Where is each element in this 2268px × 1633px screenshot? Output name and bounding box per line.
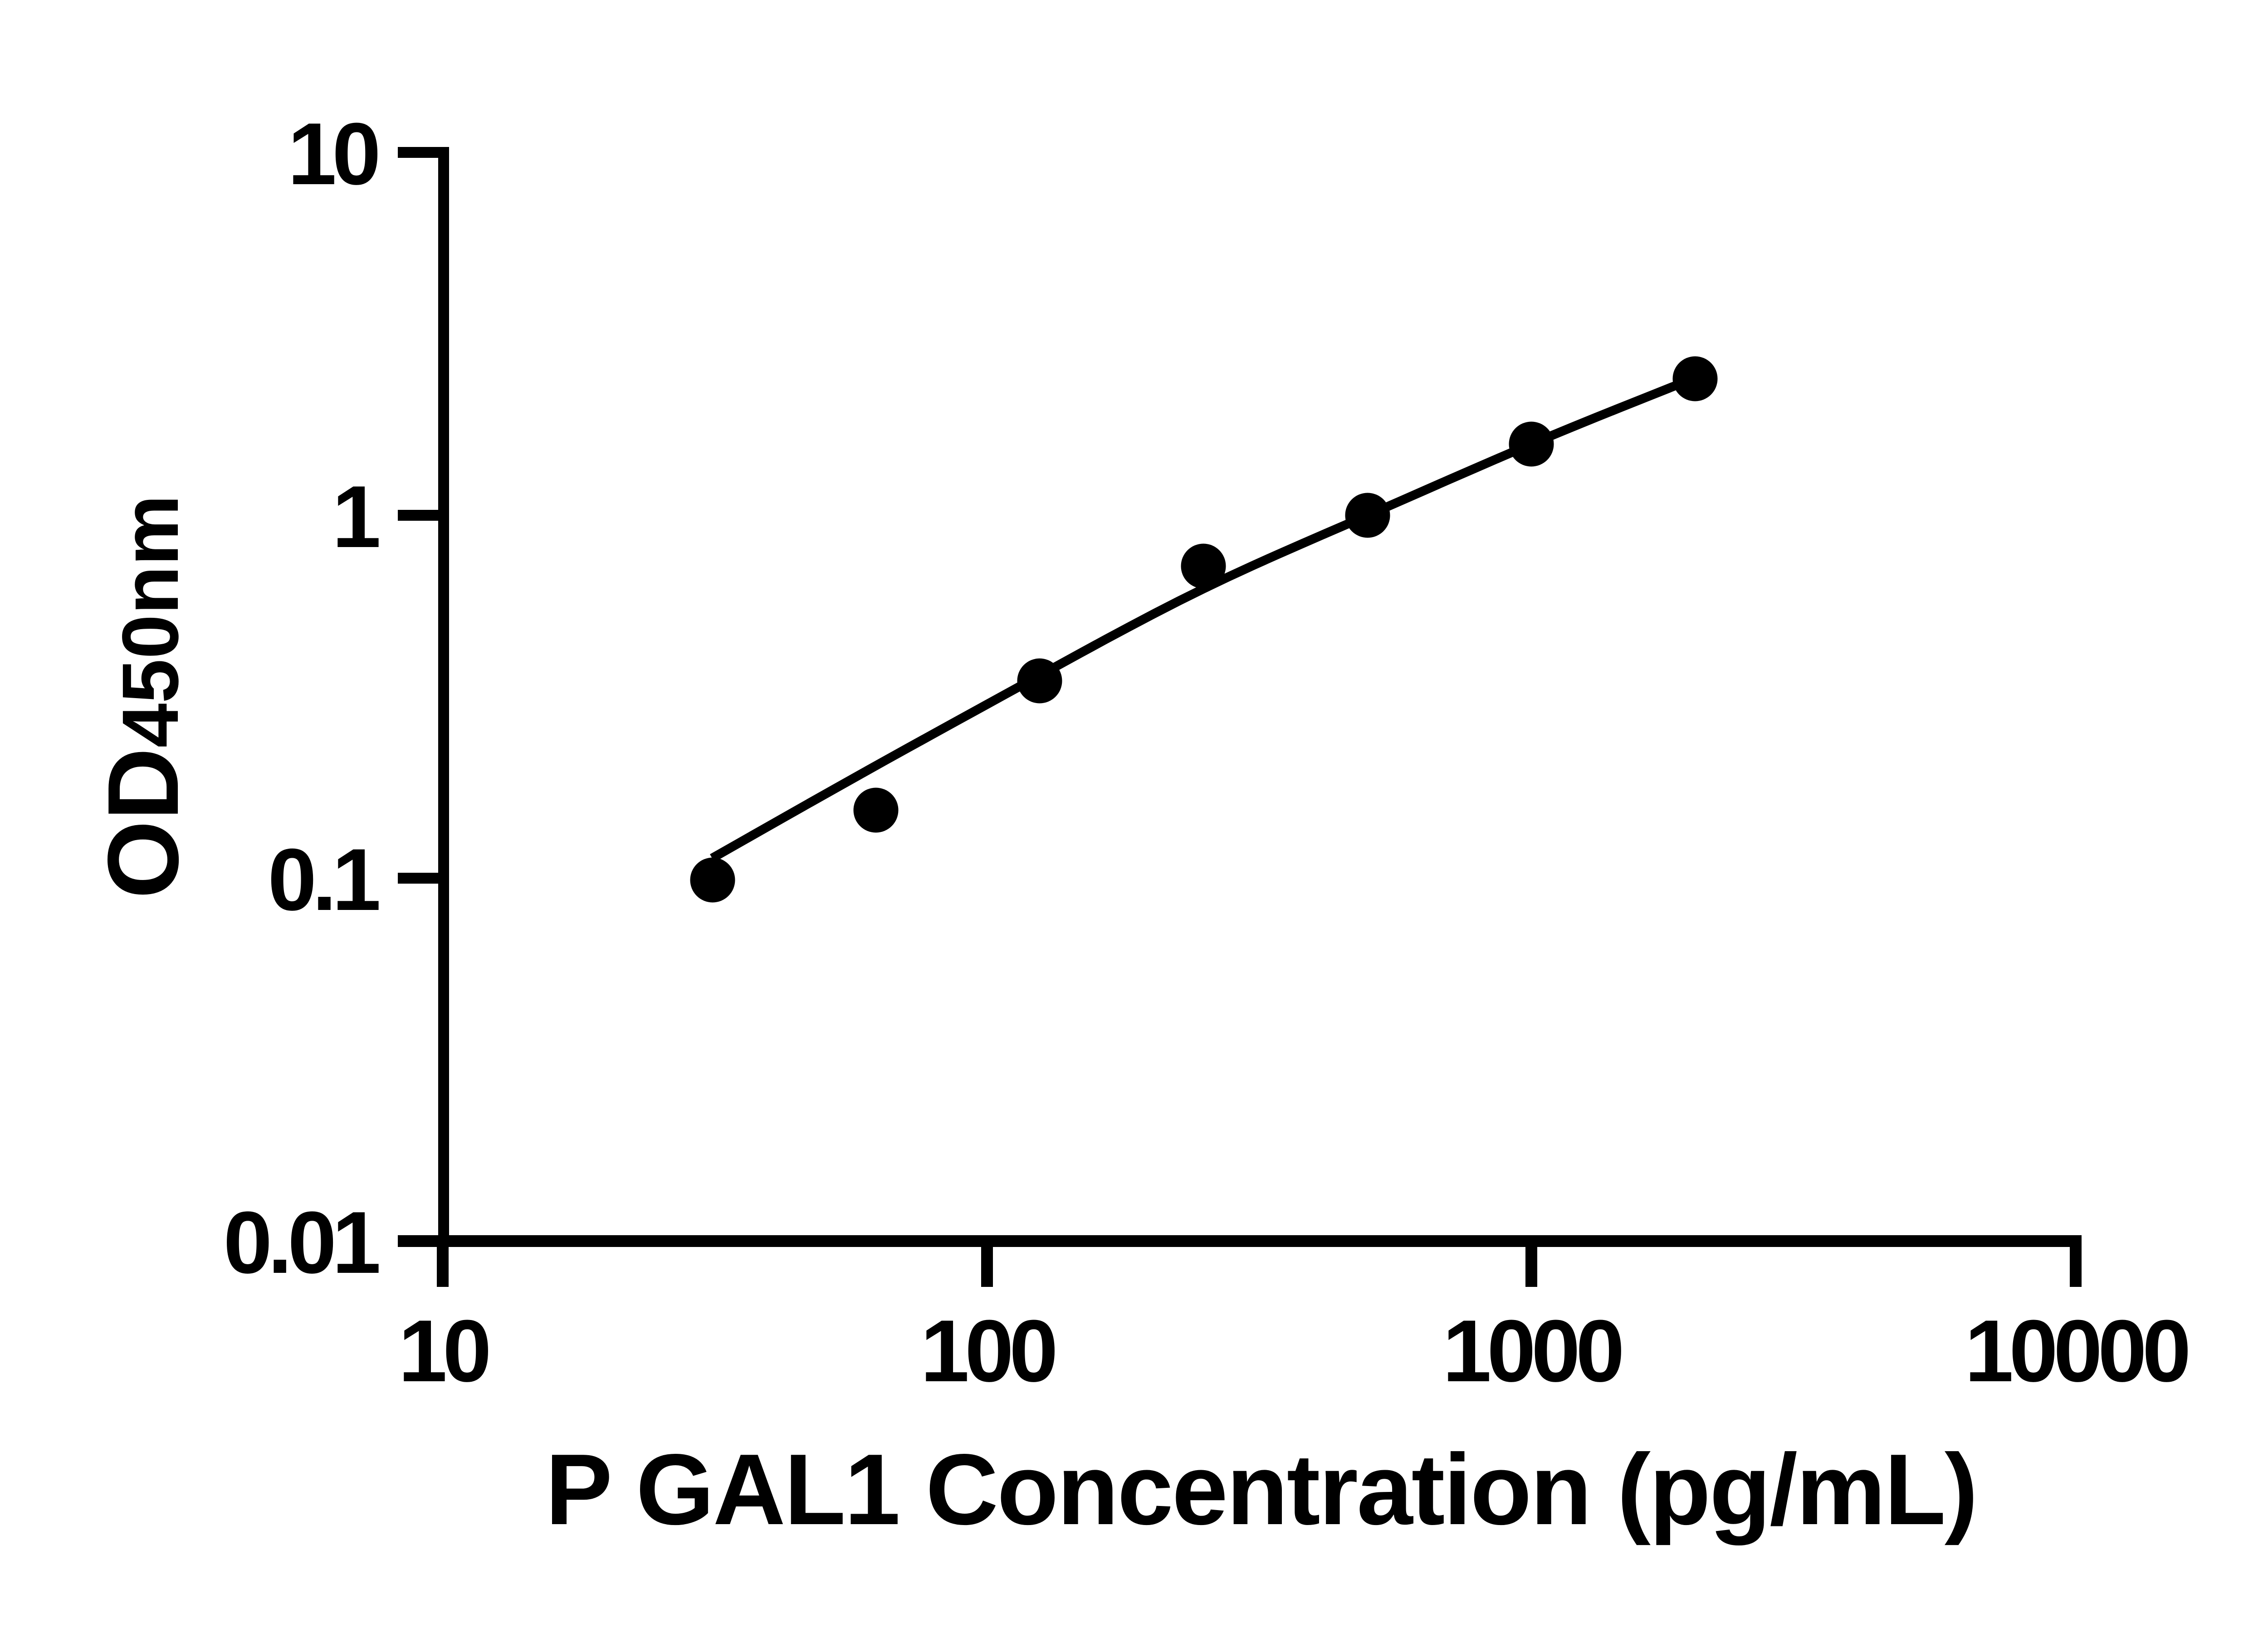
svg-text:OD450nm: OD450nm xyxy=(87,495,200,899)
svg-text:100: 100 xyxy=(920,1302,1055,1400)
svg-text:0.01: 0.01 xyxy=(223,1193,379,1292)
svg-text:10: 10 xyxy=(288,105,377,203)
svg-text:10000: 10000 xyxy=(1965,1302,2188,1400)
svg-text:1: 1 xyxy=(332,468,379,566)
svg-text:P GAL1 Concentration (pg/mL): P GAL1 Concentration (pg/mL) xyxy=(545,1433,1977,1546)
svg-text:1000: 1000 xyxy=(1442,1302,1621,1400)
svg-text:0.1: 0.1 xyxy=(268,831,379,929)
svg-text:10: 10 xyxy=(398,1302,488,1400)
